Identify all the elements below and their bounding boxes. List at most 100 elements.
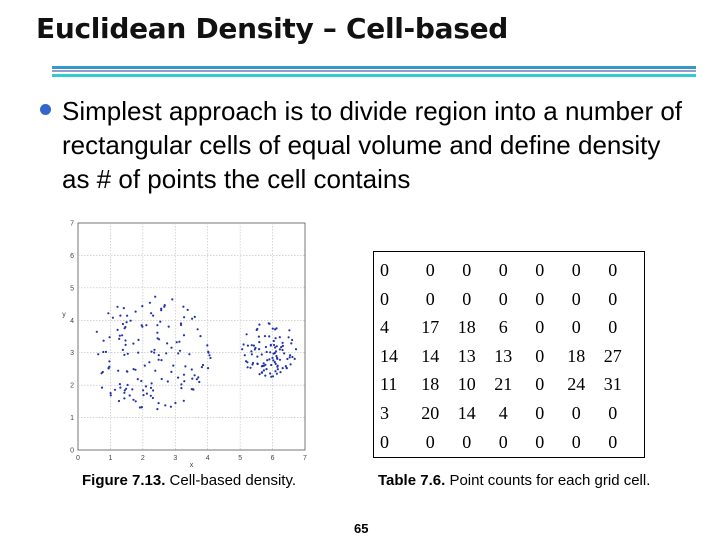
scatter-point: [278, 348, 281, 351]
scatter-point: [209, 356, 212, 360]
scatter-point: [284, 365, 287, 368]
y-tick-label: 4: [70, 318, 74, 325]
scatter-point: [157, 358, 160, 361]
scatter-point: [166, 380, 169, 383]
x-axis-label: x: [190, 462, 194, 469]
table-cell: 20: [421, 402, 440, 423]
scatter-point: [290, 342, 293, 345]
scatter-point: [275, 354, 278, 358]
scatter-point: [191, 377, 194, 380]
scatter-point: [190, 388, 193, 391]
table-cell: 31: [603, 374, 622, 395]
scatter-point: [241, 348, 244, 351]
scatter-point: [262, 362, 265, 365]
scatter-point: [152, 389, 155, 392]
scatter-point: [157, 354, 160, 357]
scatter-point: [100, 372, 103, 375]
scatter-point: [119, 386, 122, 389]
scatter-point: [160, 359, 163, 362]
scatter-point: [149, 394, 152, 397]
scatter-point: [178, 349, 182, 352]
scatter-point: [242, 343, 245, 346]
scatter-point: [281, 341, 284, 344]
scatter-point: [156, 408, 159, 411]
scatter-point: [201, 363, 205, 367]
scatter-point: [126, 352, 129, 355]
scatter-point: [108, 336, 111, 339]
scatter-point: [184, 365, 187, 368]
scatter-point: [102, 339, 105, 342]
scatter-point: [137, 338, 140, 341]
table-caption-text: Point counts for each grid cell.: [449, 472, 651, 489]
scatter-point: [126, 383, 129, 387]
scatter-point: [250, 350, 253, 353]
scatter-point: [193, 374, 196, 377]
scatter-point: [140, 406, 143, 409]
scatter-point: [126, 370, 129, 373]
bullet-text: Simplest approach is to divide region in…: [62, 96, 683, 194]
scatter-point: [142, 394, 145, 397]
scatter-point: [132, 342, 135, 345]
table-cell: 0: [535, 288, 545, 309]
scatter-point: [264, 345, 267, 349]
scatter-point: [200, 366, 203, 369]
scatter-point: [256, 327, 259, 331]
scatter-point: [206, 344, 209, 347]
scatter-point: [104, 350, 108, 353]
scatter-point: [291, 355, 294, 359]
scatter-point: [195, 378, 198, 381]
scatter-point: [123, 353, 126, 356]
scatter-point: [148, 301, 151, 304]
scatter-point: [174, 401, 177, 405]
scatter-point: [97, 353, 100, 356]
scatter-point: [180, 383, 183, 386]
scatter-point: [132, 398, 135, 401]
scatter-point: [281, 348, 284, 352]
table-cell: 0: [571, 288, 581, 309]
scatter-point: [243, 354, 246, 357]
scatter-point: [276, 365, 279, 368]
table-cell: 0: [462, 431, 472, 452]
scatter-point: [160, 377, 163, 381]
scatter-point: [271, 327, 274, 330]
scatter-point: [145, 392, 148, 395]
scatter-point: [156, 331, 159, 334]
y-axis-label: y: [62, 312, 66, 319]
scatter-point: [175, 341, 178, 344]
table-cell: 18: [567, 345, 586, 366]
table-cell: 0: [535, 317, 545, 338]
scatter-point: [252, 344, 255, 347]
scatter-point: [119, 314, 122, 317]
scatter-point: [207, 350, 210, 353]
table-cell: 11: [380, 374, 398, 395]
scatter-point: [138, 406, 141, 409]
scatter-point: [125, 321, 128, 324]
scatter-point: [250, 344, 253, 347]
scatter-point: [278, 358, 282, 361]
y-tick-label: 7: [70, 221, 74, 228]
scatter-point: [256, 362, 259, 365]
scatter-point: [182, 334, 186, 337]
title-rule-bottom: [52, 74, 696, 77]
scatter-point: [278, 336, 281, 339]
y-tick-label: 5: [70, 285, 74, 292]
scatter-point: [142, 389, 145, 392]
scatter-point: [288, 356, 291, 359]
table-cell: 14: [380, 345, 398, 366]
table-cell: 0: [380, 288, 389, 309]
table-cell: 0: [608, 260, 618, 280]
scatter-point: [124, 325, 127, 329]
scatter-point: [281, 344, 284, 347]
scatter-point: [274, 362, 277, 365]
table-cell: 0: [608, 288, 618, 309]
scatter-point: [111, 316, 114, 319]
scatter-point: [251, 361, 255, 365]
scatter-point: [156, 337, 159, 340]
scatter-point: [118, 383, 121, 386]
scatter-point: [117, 369, 120, 372]
table-cell: 0: [535, 260, 545, 280]
table-cell: 0: [462, 288, 472, 309]
x-tick-label: 7: [303, 455, 307, 462]
table-cell: 18: [457, 317, 476, 338]
scatter-point: [265, 368, 268, 371]
